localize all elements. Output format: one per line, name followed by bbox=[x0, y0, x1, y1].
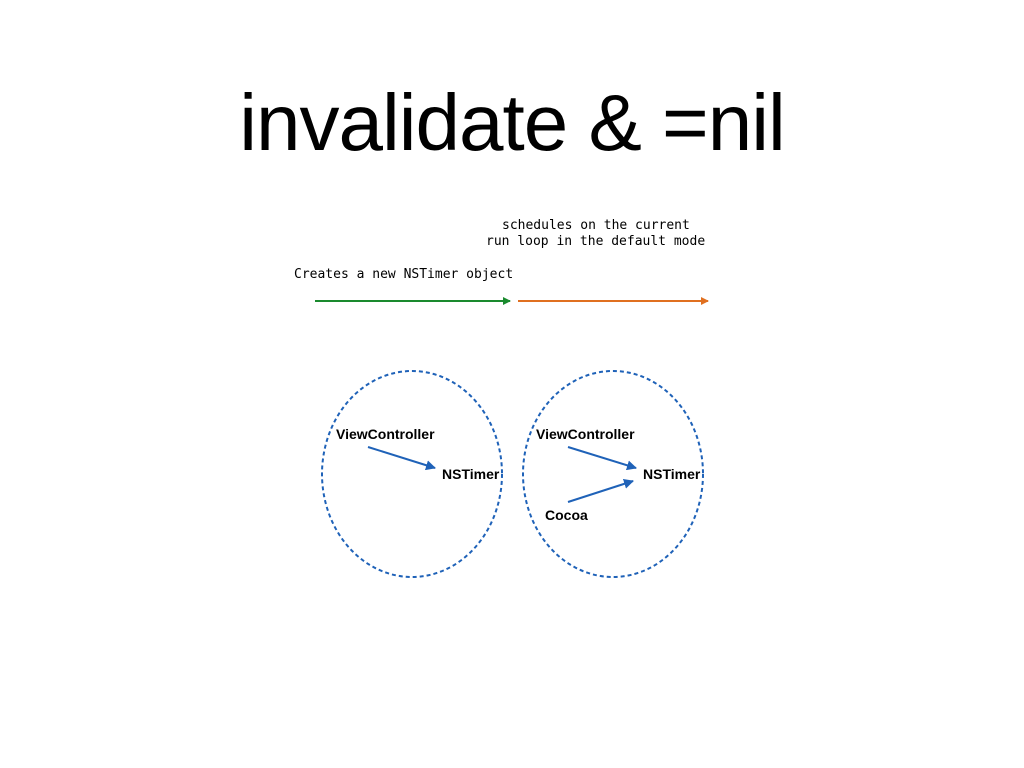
schedules-label-line2: run loop in the default mode bbox=[486, 234, 706, 249]
left-nstimer-label: NSTimer bbox=[442, 466, 500, 482]
left-reference-arrow bbox=[367, 446, 436, 471]
right-scope-outline bbox=[522, 370, 704, 578]
creates-label: Creates a new NSTimer object bbox=[294, 267, 514, 282]
right-cocoa-arrow bbox=[567, 479, 634, 503]
right-nstimer-label: NSTimer bbox=[643, 466, 701, 482]
schedules-label-line1: schedules on the current bbox=[502, 218, 690, 233]
right-viewcontroller-arrow bbox=[567, 446, 637, 471]
left-scope-outline bbox=[321, 370, 503, 578]
left-viewcontroller-label: ViewController bbox=[336, 426, 435, 442]
right-cocoa-label: Cocoa bbox=[545, 507, 588, 523]
slide-title: invalidate & =nil bbox=[239, 78, 786, 167]
right-viewcontroller-label: ViewController bbox=[536, 426, 635, 442]
